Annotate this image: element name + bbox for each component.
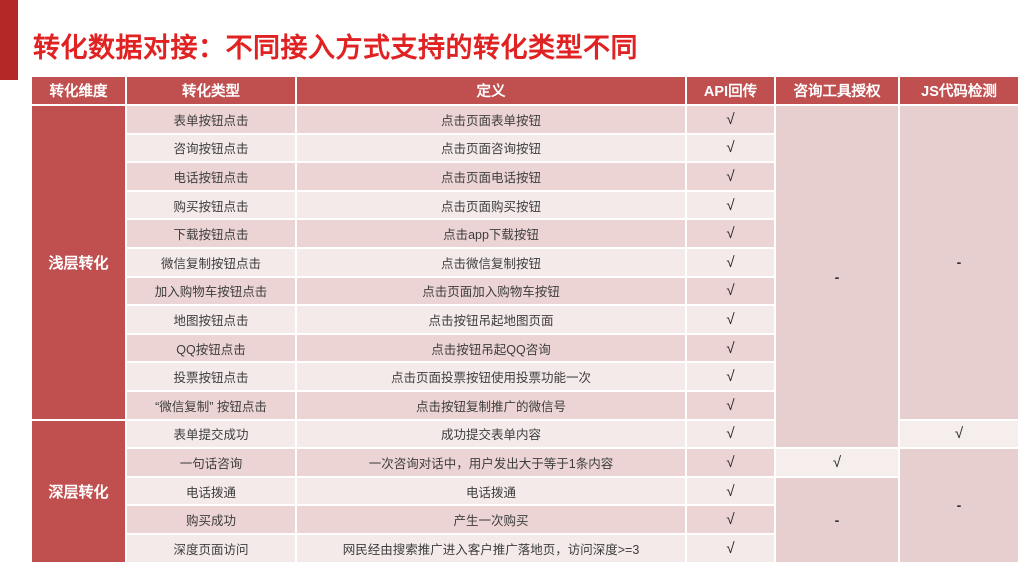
api-check-cell: √ — [687, 506, 774, 533]
api-check-cell: √ — [687, 191, 774, 219]
api-check-cell: √ — [687, 220, 774, 247]
js-detect-check-cell: √ — [900, 420, 1018, 448]
col-header-dimension: 转化维度 — [32, 77, 125, 104]
type-cell: 电话拨通 — [127, 477, 295, 505]
definition-cell: 点击按钮吊起地图页面 — [297, 306, 685, 333]
api-check-cell: √ — [687, 248, 774, 276]
conversion-table: 转化维度 转化类型 定义 API回传 咨询工具授权 JS代码检测 浅层转化 表单… — [30, 75, 1020, 564]
type-cell: 下载按钮点击 — [127, 220, 295, 247]
api-check-cell: √ — [687, 277, 774, 305]
api-check-cell: √ — [687, 306, 774, 333]
api-check-cell: √ — [687, 420, 774, 448]
type-cell: 加入购物车按钮点击 — [127, 277, 295, 305]
table-row: 深度页面访问 网民经由搜索推广进入客户推广落地页，访问深度>=3 √ — [32, 534, 1018, 562]
api-check-cell: √ — [687, 363, 774, 390]
consult-auth-merged-dash-bottom: - — [776, 477, 898, 562]
table-row: 投票按钮点击 点击页面投票按钮使用投票功能一次 √ — [32, 363, 1018, 390]
col-header-api: API回传 — [687, 77, 774, 104]
type-cell: QQ按钮点击 — [127, 334, 295, 362]
type-cell: 咨询按钮点击 — [127, 134, 295, 162]
type-cell: 投票按钮点击 — [127, 363, 295, 390]
definition-cell: 网民经由搜索推广进入客户推广落地页，访问深度>=3 — [297, 534, 685, 562]
type-cell: 表单按钮点击 — [127, 106, 295, 133]
col-header-consult-auth: 咨询工具授权 — [776, 77, 898, 104]
consult-auth-merged-dash: - — [776, 106, 898, 448]
table-row: QQ按钮点击 点击按钮吊起QQ咨询 √ — [32, 334, 1018, 362]
js-detect-merged-dash-bottom: - — [900, 449, 1018, 562]
section-deep-conversion: 深层转化 — [32, 420, 125, 562]
api-check-cell: √ — [687, 534, 774, 562]
api-check-cell: √ — [687, 391, 774, 419]
definition-cell: 点击页面表单按钮 — [297, 106, 685, 133]
table-row: 购买成功 产生一次购买 √ — [32, 506, 1018, 533]
type-cell: 购买成功 — [127, 506, 295, 533]
definition-cell: 点击微信复制按钮 — [297, 248, 685, 276]
table-row: “微信复制” 按钮点击 点击按钮复制推广的微信号 √ — [32, 391, 1018, 419]
definition-cell: 点击页面投票按钮使用投票功能一次 — [297, 363, 685, 390]
page-title: 转化数据对接：不同接入方式支持的转化类型不同 — [33, 33, 638, 63]
table-header-row: 转化维度 转化类型 定义 API回传 咨询工具授权 JS代码检测 — [32, 77, 1018, 104]
consult-auth-check-cell: √ — [776, 449, 898, 476]
title-accent-bar — [0, 0, 18, 80]
table-row: 电话按钮点击 点击页面电话按钮 √ — [32, 163, 1018, 190]
definition-cell: 点击页面加入购物车按钮 — [297, 277, 685, 305]
type-cell: 深度页面访问 — [127, 534, 295, 562]
type-cell: 一句话咨询 — [127, 449, 295, 476]
type-cell: 表单提交成功 — [127, 420, 295, 448]
definition-cell: 点击app下载按钮 — [297, 220, 685, 247]
col-header-type: 转化类型 — [127, 77, 295, 104]
type-cell: 地图按钮点击 — [127, 306, 295, 333]
table-row: 微信复制按钮点击 点击微信复制按钮 √ — [32, 248, 1018, 276]
api-check-cell: √ — [687, 134, 774, 162]
definition-cell: 产生一次购买 — [297, 506, 685, 533]
table-row: 下载按钮点击 点击app下载按钮 √ — [32, 220, 1018, 247]
col-header-js-detect: JS代码检测 — [900, 77, 1018, 104]
api-check-cell: √ — [687, 163, 774, 190]
table-row: 咨询按钮点击 点击页面咨询按钮 √ — [32, 134, 1018, 162]
api-check-cell: √ — [687, 106, 774, 133]
table-row: 深层转化 表单提交成功 成功提交表单内容 √ √ — [32, 420, 1018, 562]
table-row: 地图按钮点击 点击按钮吊起地图页面 √ — [32, 306, 1018, 333]
definition-cell: 点击页面电话按钮 — [297, 163, 685, 190]
js-detect-merged-dash: - — [900, 106, 1018, 419]
type-cell: 微信复制按钮点击 — [127, 248, 295, 276]
type-cell: 购买按钮点击 — [127, 191, 295, 219]
api-check-cell: √ — [687, 449, 774, 476]
col-header-definition: 定义 — [297, 77, 685, 104]
table-row: 电话拨通 电话拨通 √ - — [32, 477, 1018, 562]
definition-cell: 电话拨通 — [297, 477, 685, 505]
section-shallow-conversion: 浅层转化 — [32, 106, 125, 419]
definition-cell: 点击页面购买按钮 — [297, 191, 685, 219]
api-check-cell: √ — [687, 477, 774, 505]
table-row: 一句话咨询 一次咨询对话中，用户发出大于等于1条内容 √ √ - — [32, 449, 1018, 562]
definition-cell: 点击页面咨询按钮 — [297, 134, 685, 162]
type-cell: 电话按钮点击 — [127, 163, 295, 190]
definition-cell: 点击按钮复制推广的微信号 — [297, 391, 685, 419]
definition-cell: 一次咨询对话中，用户发出大于等于1条内容 — [297, 449, 685, 476]
definition-cell: 成功提交表单内容 — [297, 420, 685, 448]
api-check-cell: √ — [687, 334, 774, 362]
type-cell: “微信复制” 按钮点击 — [127, 391, 295, 419]
table-row: 浅层转化 表单按钮点击 点击页面表单按钮 √ - - — [32, 106, 1018, 448]
definition-cell: 点击按钮吊起QQ咨询 — [297, 334, 685, 362]
table-row: 购买按钮点击 点击页面购买按钮 √ — [32, 191, 1018, 219]
table-row: 加入购物车按钮点击 点击页面加入购物车按钮 √ — [32, 277, 1018, 305]
